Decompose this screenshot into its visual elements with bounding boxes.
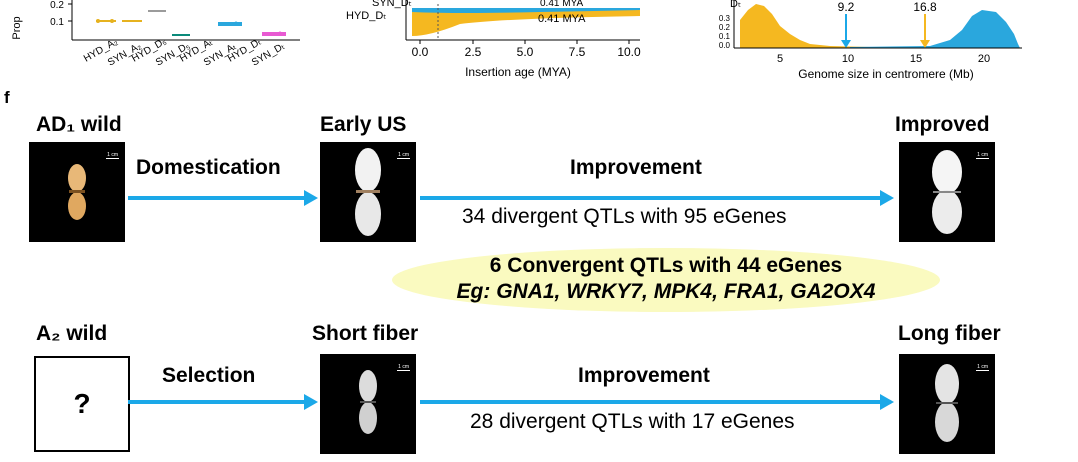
white-fiber-image: [932, 150, 962, 234]
x-tick-label: 2.5: [465, 45, 482, 59]
scale-bar-label: 1 cm: [976, 364, 989, 371]
legend-label: SYN_Dₜ: [372, 0, 412, 9]
white-fiber-image: [359, 370, 377, 434]
blue-histogram: [850, 10, 1020, 48]
legend-label: HYD_Dₜ: [346, 10, 387, 22]
long-fiber-photo: 1 cm: [899, 354, 995, 454]
improvement-arrow-2: [420, 394, 894, 410]
marker-label: 16.8: [913, 0, 937, 14]
stage-early-us-label: Early US: [320, 113, 407, 136]
convergent-ellipse: [392, 248, 940, 312]
y-tick-label: 0.2: [50, 0, 64, 11]
density-chart: SYN_Dₜ HYD_Dₜ 0.41 MYA 0.41 MYA 0.0 2.5 …: [346, 0, 641, 79]
stage-long-fiber-label: Long fiber: [898, 322, 1001, 345]
white-fiber-image: [355, 148, 381, 236]
blue-density-area: [412, 8, 640, 13]
x-axis-label: Genome size in centromere (Mb): [798, 67, 973, 81]
domestication-arrow: [128, 190, 318, 206]
scale-bar-label: 1 cm: [106, 152, 119, 159]
annotation-label: 0.41 MYA: [538, 13, 586, 25]
yellow-histogram: [740, 4, 920, 48]
convergent-title: 6 Convergent QTLs with 44 eGenes: [489, 254, 843, 277]
top-right-panel: Dₜ 0.3 0.2 0.1 0.0 9.2 16.8 5 10 15 20 G…: [700, 0, 1030, 82]
selection-arrow: [128, 394, 318, 410]
y-tick-label: 0.2: [719, 23, 731, 32]
divergent-qtl-text-1: 34 divergent QTLs with 95 eGenes: [462, 205, 787, 228]
selection-label: Selection: [162, 364, 256, 387]
x-tick-label: 15: [910, 53, 922, 65]
top-left-panel: Prop 0.2 0.1 HYD_A₂ SYN_A₂: [0, 0, 300, 82]
histogram-chart: Dₜ 0.3 0.2 0.1 0.0 9.2 16.8 5 10 15 20 G…: [719, 0, 1022, 81]
stage-ad1-wild-label: AD₁ wild: [36, 113, 122, 136]
x-tick-label: 0.0: [412, 45, 429, 59]
top-middle-panel: SYN_Dₜ HYD_Dₜ 0.41 MYA 0.41 MYA 0.0 2.5 …: [320, 0, 650, 82]
white-fiber-image: [935, 364, 959, 442]
improvement-label-1: Improvement: [570, 156, 702, 179]
y-tick-label: 0.1: [50, 17, 64, 28]
stage-a2-wild-label: A₂ wild: [36, 322, 108, 345]
box-syn-at: [218, 21, 242, 26]
early-us-fiber-photo: 1 cm: [320, 142, 416, 242]
x-tick-label: 10.0: [617, 45, 641, 59]
x-tick-label: 20: [978, 53, 990, 65]
y-axis-label: Prop: [11, 16, 23, 39]
question-mark: ?: [73, 388, 91, 419]
domestication-label: Domestication: [136, 156, 281, 179]
stage-improved-label: Improved: [895, 113, 990, 136]
annotation-top: 0.41 MYA: [540, 0, 583, 9]
x-axis-label: Insertion age (MYA): [465, 65, 571, 79]
panel-label: f: [4, 88, 10, 107]
improved-fiber-photo: 1 cm: [899, 142, 995, 242]
short-fiber-photo: 1 cm: [320, 354, 416, 454]
improvement-label-2: Improvement: [578, 364, 710, 387]
box-syn-dt: [262, 31, 286, 36]
x-tick-label: 10: [842, 53, 854, 65]
x-tick-label: 5: [777, 53, 783, 65]
tan-fiber-image: [68, 164, 86, 220]
convergent-example-genes: Eg: GNA1, WRKY7, MPK4, FRA1, GA2OX4: [456, 280, 876, 303]
marker-label: 9.2: [838, 0, 855, 14]
y-tick-label: 0.3: [719, 14, 731, 23]
yellow-density-area: [412, 8, 640, 36]
x-tick-label: 7.5: [569, 45, 586, 59]
divergent-qtl-text-2: 28 divergent QTLs with 17 eGenes: [470, 410, 795, 433]
boxplot-chart: Prop 0.2 0.1 HYD_A₂ SYN_A₂: [11, 0, 300, 69]
x-tick-label: 5.0: [517, 45, 534, 59]
stage-short-fiber-label: Short fiber: [312, 322, 419, 345]
scale-bar-label: 1 cm: [397, 152, 410, 159]
scale-bar-label: 1 cm: [397, 364, 410, 371]
unknown-ancestor-box: ?: [34, 356, 130, 452]
y-tick-label: 0.0: [719, 41, 731, 50]
scale-bar-label: 1 cm: [976, 152, 989, 159]
improvement-arrow-1: [420, 190, 894, 206]
ad1-wild-fiber-photo: 1 cm: [29, 142, 125, 242]
y-tick-label: 0.1: [719, 32, 731, 41]
box-hyd-a2: [96, 19, 116, 23]
corner-label: Dₜ: [730, 0, 741, 10]
